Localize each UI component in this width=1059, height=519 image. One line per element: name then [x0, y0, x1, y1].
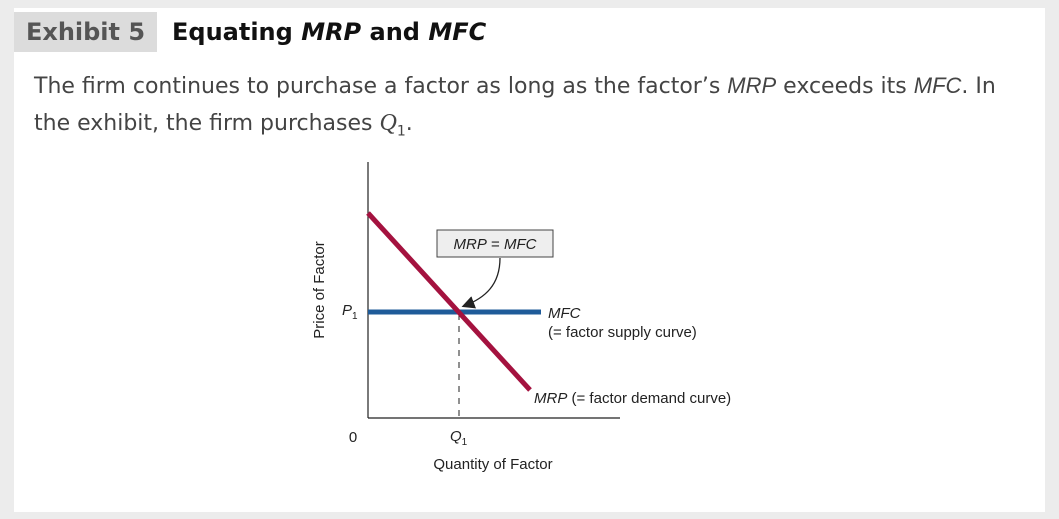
title-part: MFC: [428, 18, 487, 46]
mrp-line: [366, 211, 532, 392]
callout-label: MRP = MFC: [454, 236, 537, 253]
panel: Exhibit 5 Equating MRP and MFC The firm …: [14, 8, 1045, 512]
q1-sub: 1: [462, 437, 468, 448]
title-part: and: [361, 18, 429, 46]
caption-sub: 1: [396, 123, 406, 140]
caption-math: Q: [379, 110, 397, 136]
x-axis-label: Quantity of Factor: [433, 456, 552, 473]
caption-part: .: [405, 111, 413, 136]
caption-part: The firm continues to purchase a factor …: [34, 74, 728, 99]
mfc-note: (= factor supply curve): [548, 324, 697, 341]
origin-label: 0: [349, 429, 357, 446]
p1-label: P1: [342, 302, 358, 322]
mrp-label: MRP (= factor demand curve): [534, 390, 731, 407]
callout-arrow: [461, 257, 501, 309]
q1-label: Q1: [450, 428, 468, 448]
p1-letter: P: [342, 302, 352, 319]
p1-sub: 1: [352, 311, 358, 322]
caption-part: MRP: [727, 73, 777, 98]
callout-box: [436, 229, 554, 258]
callout-part: MFC: [504, 236, 537, 253]
mrp-part: (= factor demand curve): [567, 390, 731, 407]
title-part: Equating: [172, 18, 302, 46]
caption-part: exceeds its: [776, 74, 914, 99]
mrp-part: MRP: [534, 390, 567, 407]
q1-letter: Q: [450, 428, 462, 445]
exhibit-tag: Exhibit 5: [14, 12, 157, 52]
mfc-label: MFC: [548, 305, 581, 322]
exhibit-title: Equating MRP and MFC: [172, 12, 486, 52]
caption-part: . In the exhibit, the firm purchases: [34, 74, 996, 136]
y-axis-label: Price of Factor: [311, 241, 328, 339]
callout-part: =: [487, 236, 504, 253]
caption-part: MFC: [913, 73, 962, 98]
title-part: MRP: [301, 18, 362, 46]
callout-part: MRP: [454, 236, 487, 253]
caption: The firm continues to purchase a factor …: [34, 68, 1024, 149]
